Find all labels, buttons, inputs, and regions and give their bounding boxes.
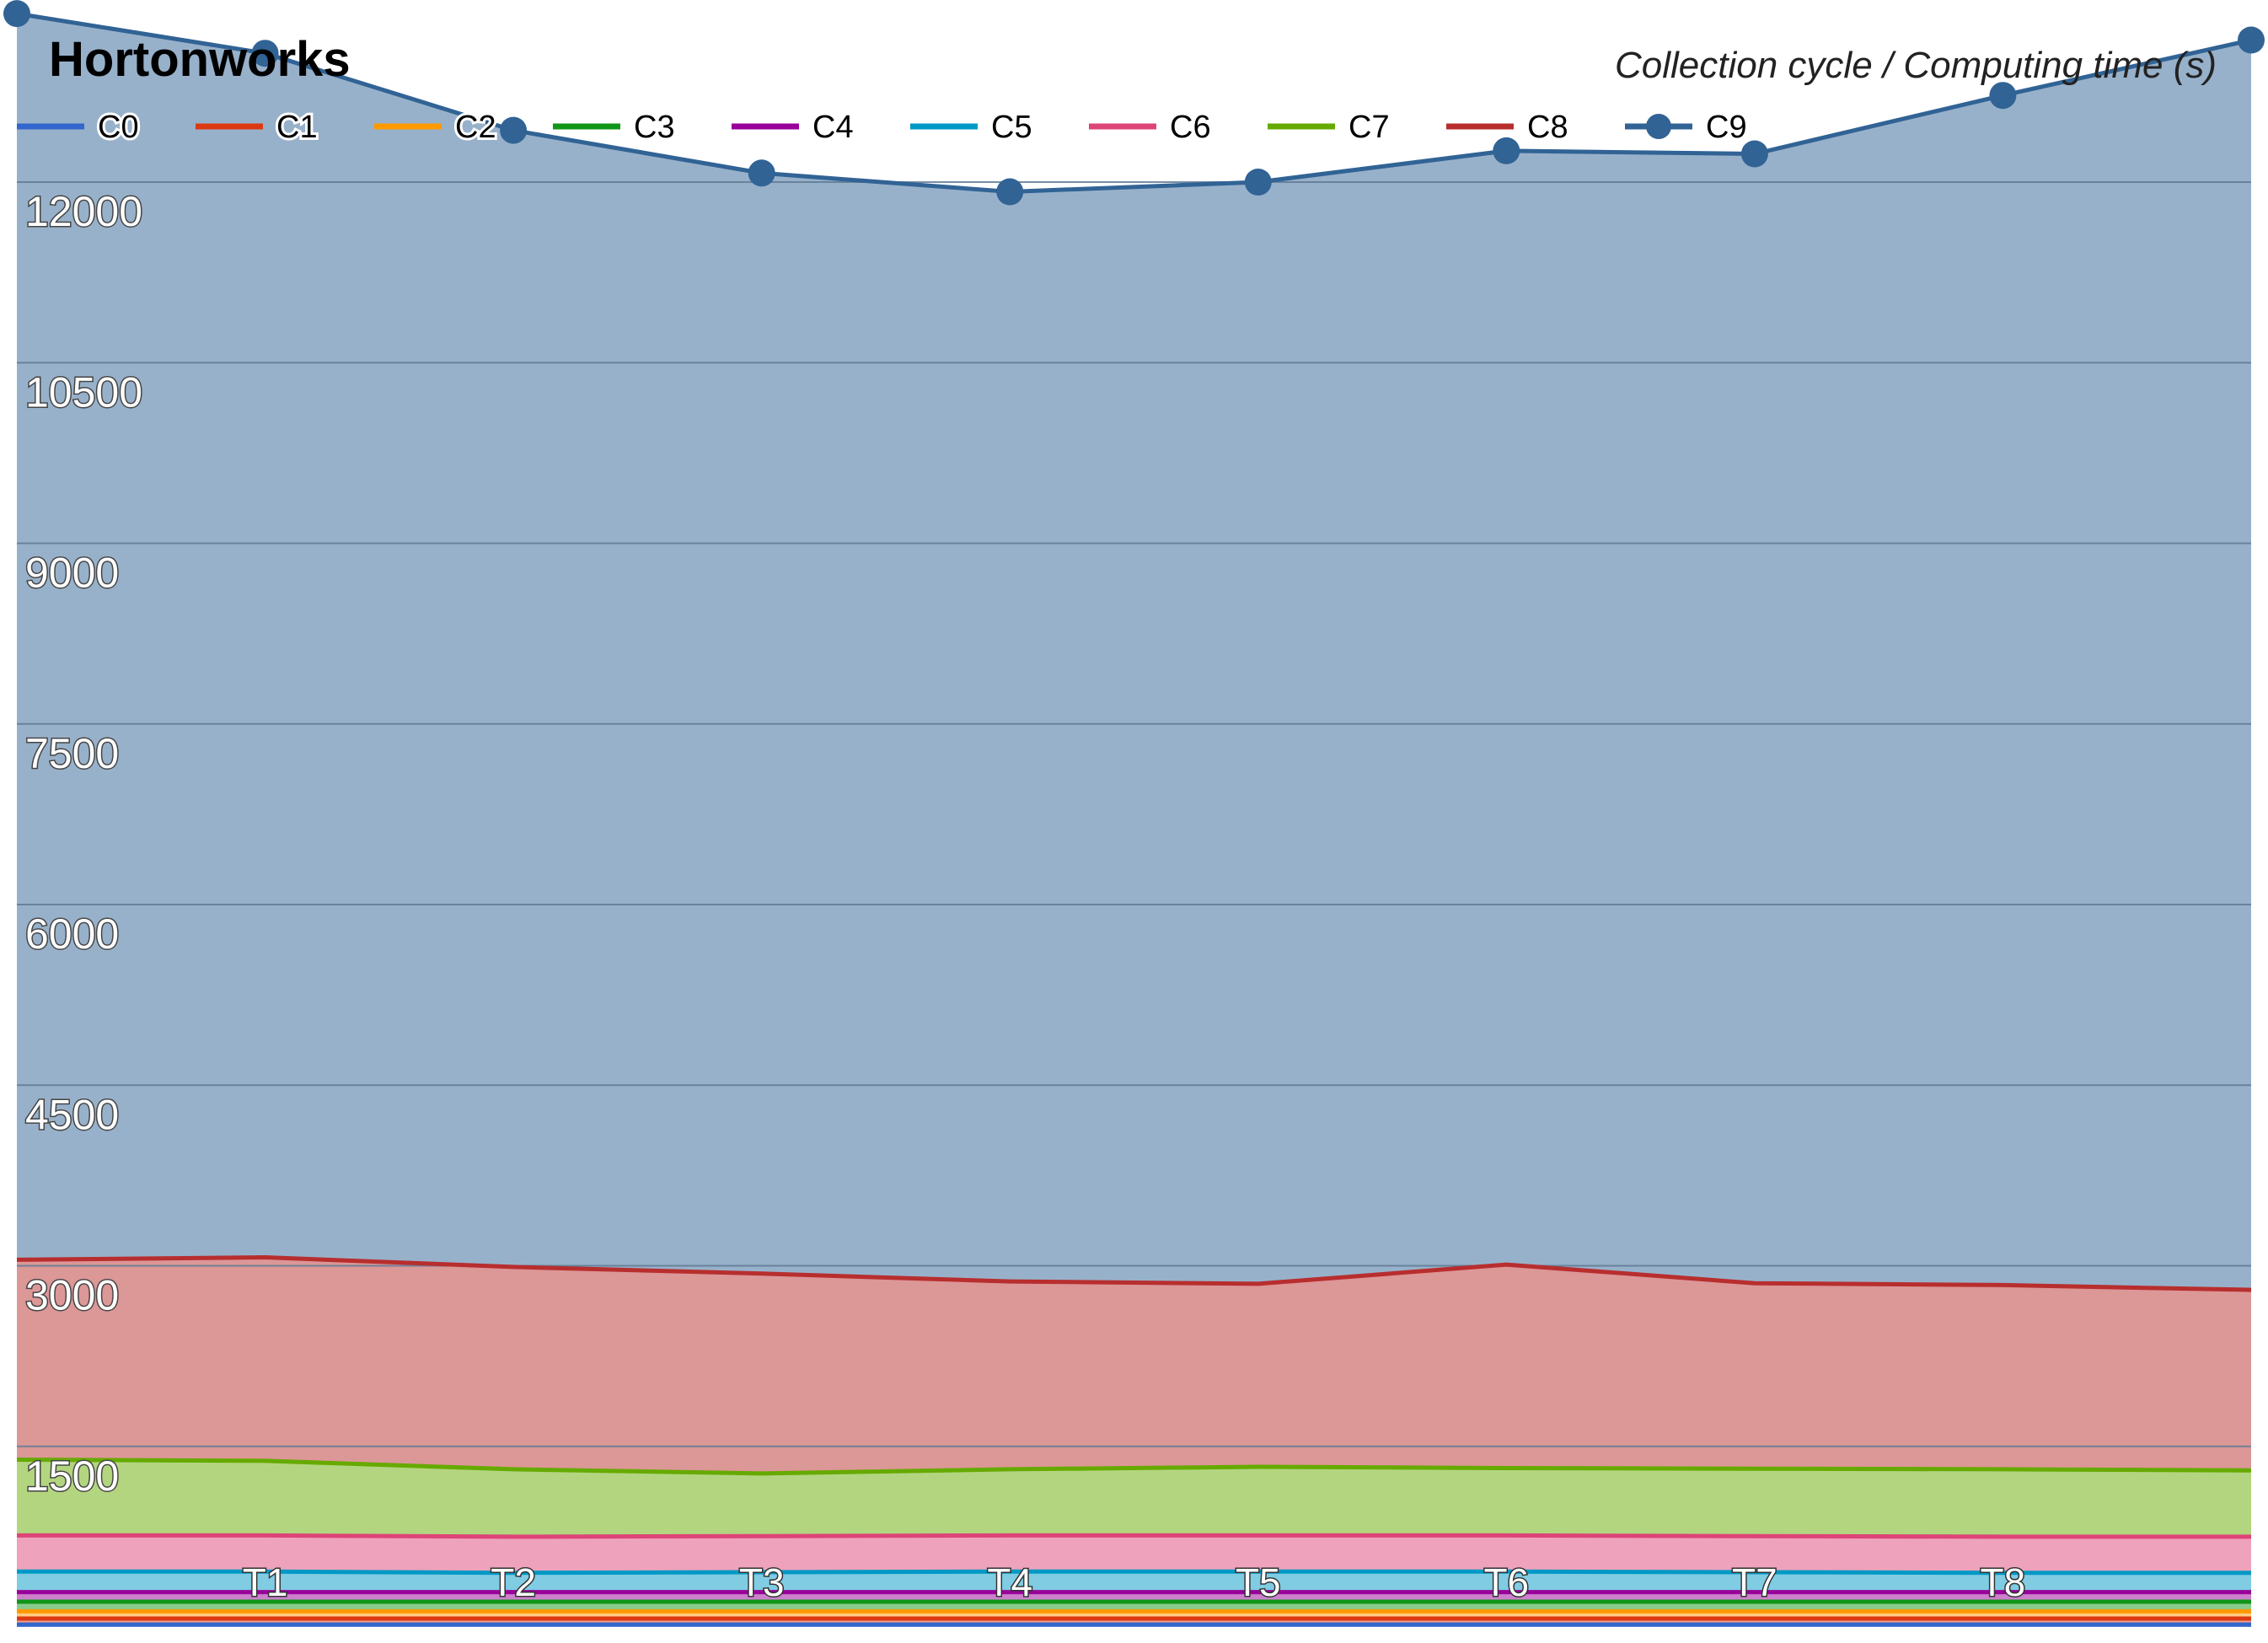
line-c6 <box>17 1533 2251 1539</box>
legend-label-c8: C8 <box>1527 110 1568 145</box>
y-tick-10500: 10500 <box>25 368 142 416</box>
point-t7 <box>1740 140 1768 168</box>
x-tick-t3: T3 <box>739 1560 785 1604</box>
legend-label-c7: C7 <box>1348 110 1390 145</box>
legend-label-c3: C3 <box>634 110 675 145</box>
area-layer <box>17 13 2251 1627</box>
total-points <box>3 0 2265 206</box>
point-t4 <box>996 178 1024 206</box>
legend-label-c4: C4 <box>812 110 854 145</box>
legend-marker-c9 <box>1646 114 1671 139</box>
x-tick-t7: T7 <box>1732 1560 1777 1604</box>
legend-label-c2: C2 <box>455 110 496 145</box>
area-c8 <box>17 1257 2251 1474</box>
y-axis-ticks: 1500 3000 4500 6000 7500 9000 10500 12000 <box>24 187 144 1501</box>
legend-label-c1: C1 <box>276 110 318 145</box>
x-tick-t2: T2 <box>491 1560 536 1604</box>
point-t6 <box>1493 137 1520 164</box>
y-tick-12000: 12000 <box>25 188 142 235</box>
x-tick-t4: T4 <box>987 1560 1032 1604</box>
x-tick-t8: T8 <box>1981 1560 2026 1604</box>
line-c7 <box>16 1458 2252 1476</box>
x-tick-t5: T5 <box>1236 1560 1281 1604</box>
area-c5 <box>17 1571 2251 1592</box>
chart-title: Hortonworks <box>49 32 351 87</box>
point-t1 <box>251 40 279 67</box>
y-tick-6000: 6000 <box>25 910 119 958</box>
point-t2 <box>500 116 528 144</box>
area-c7 <box>17 1459 2251 1537</box>
legend-label-c6: C6 <box>1170 110 1211 145</box>
x-tick-t6: T6 <box>1483 1560 1529 1604</box>
point-t8 <box>1989 82 2017 110</box>
point-t9 <box>2238 26 2265 54</box>
y-tick-3000: 3000 <box>25 1272 119 1319</box>
y-tick-1500: 1500 <box>25 1452 119 1500</box>
legend: C0 C1 C2 C3 C4 C5 C6 C7 C8 C9 <box>17 107 1750 148</box>
legend-label-c5: C5 <box>991 110 1032 145</box>
x-axis-ticks: T1 T2 T3 T4 T5 T6 T7 T8 <box>241 1560 2026 1606</box>
line-c8 <box>16 1254 2252 1292</box>
legend-label-c9: C9 <box>1706 110 1747 145</box>
x-tick-t1: T1 <box>243 1560 288 1604</box>
y-tick-7500: 7500 <box>25 730 119 777</box>
area-c3 <box>17 1602 2251 1612</box>
line-c5 <box>17 1569 2251 1576</box>
y-tick-4500: 4500 <box>25 1091 119 1138</box>
point-t0 <box>3 0 30 28</box>
line-c9 <box>16 11 2252 195</box>
area-c4 <box>17 1592 2251 1602</box>
area-c6 <box>17 1535 2251 1573</box>
legend-label-c0: C0 <box>98 110 139 145</box>
point-t3 <box>748 159 775 187</box>
gridlines <box>17 181 2251 1447</box>
point-t5 <box>1244 169 1272 196</box>
area-c9 <box>17 13 2251 1291</box>
y-tick-9000: 9000 <box>25 550 119 597</box>
series-lines <box>16 11 2252 1627</box>
chart-subtitle: Collection cycle / Computing time (s) <box>1615 45 2217 86</box>
